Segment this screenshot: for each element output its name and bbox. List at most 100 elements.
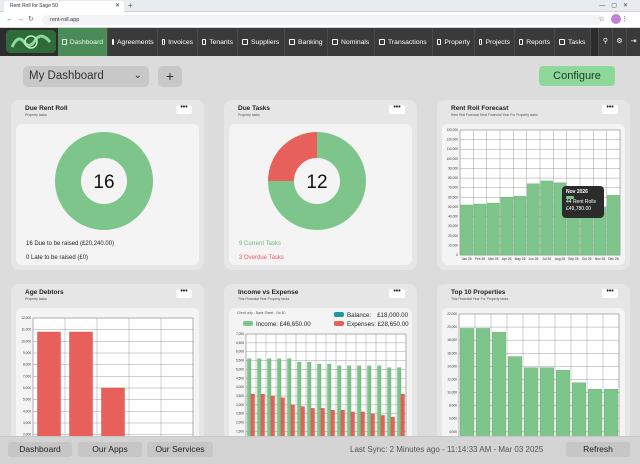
- chart-bar[interactable]: [513, 196, 527, 256]
- nav-item-agreements[interactable]: Agreements: [108, 28, 158, 56]
- search-icon[interactable]: ⚲: [598, 28, 612, 56]
- projects-icon: [479, 39, 483, 45]
- chart-bar[interactable]: [317, 363, 322, 444]
- star-icon[interactable]: ☆: [598, 16, 611, 23]
- more-options-button[interactable]: •••: [176, 288, 192, 298]
- more-options-button[interactable]: •••: [602, 104, 618, 114]
- chart-bar[interactable]: [523, 367, 538, 444]
- more-options-button[interactable]: •••: [389, 288, 405, 298]
- dashboard-selector[interactable]: My Dashboard ⌄: [23, 66, 149, 87]
- footer-our-services-button[interactable]: Our Services: [147, 442, 213, 457]
- chart-bar[interactable]: [367, 365, 372, 444]
- more-options-button[interactable]: •••: [389, 104, 405, 114]
- chart-bar[interactable]: [257, 358, 262, 444]
- chart-bar[interactable]: [400, 394, 405, 444]
- browser-tab[interactable]: Rent Roll for Sage 50 ✕: [4, 1, 124, 12]
- chart-bar[interactable]: [267, 358, 272, 444]
- transactions-icon: [379, 39, 385, 45]
- chart-bar[interactable]: [473, 203, 487, 256]
- chart-bar[interactable]: [607, 195, 620, 256]
- chart-bar[interactable]: [377, 365, 382, 444]
- y-tick-label: 60,000: [448, 195, 458, 199]
- chart-bar[interactable]: [270, 395, 275, 444]
- more-options-button[interactable]: •••: [176, 104, 192, 114]
- chart-note: Client only - Base Sheet - No £0: [237, 311, 286, 315]
- chart-bar[interactable]: [300, 406, 305, 444]
- chart-bar[interactable]: [571, 382, 586, 444]
- close-tab-icon[interactable]: ✕: [114, 3, 120, 9]
- chart-bar[interactable]: [540, 180, 553, 256]
- back-icon[interactable]: ←: [6, 16, 13, 23]
- chart-bar[interactable]: [555, 370, 570, 444]
- footer-dashboard-button[interactable]: Dashboard: [8, 442, 72, 457]
- nav-item-invoices[interactable]: Invoices: [158, 28, 198, 56]
- chart-bar[interactable]: [460, 204, 473, 256]
- chart-bar[interactable]: [69, 331, 93, 444]
- y-tick-label: 80,000: [448, 176, 458, 180]
- chart-bar[interactable]: [260, 394, 265, 444]
- chart-bar[interactable]: [487, 202, 500, 256]
- new-tab-icon[interactable]: +: [128, 1, 133, 10]
- url-field[interactable]: rent-roll.app: [42, 15, 602, 25]
- window-controls[interactable]: —▢✕: [599, 3, 634, 9]
- card-subtitle: This Financial Year For Property tasks: [451, 297, 509, 301]
- chart-bar[interactable]: [320, 408, 325, 444]
- chart-bar[interactable]: [277, 358, 282, 444]
- chart-bar[interactable]: [587, 389, 602, 444]
- chart-bar[interactable]: [340, 409, 345, 444]
- chart-bar[interactable]: [101, 387, 125, 444]
- refresh-button[interactable]: Refresh: [566, 442, 630, 457]
- chart-bar[interactable]: [247, 358, 252, 444]
- chart-bar[interactable]: [476, 328, 491, 444]
- chart-bar[interactable]: [370, 413, 375, 444]
- nav-item-transactions[interactable]: Transactions: [375, 28, 433, 56]
- chart-bar[interactable]: [250, 394, 255, 444]
- chart-bar[interactable]: [357, 365, 362, 444]
- chart-bar[interactable]: [360, 411, 365, 444]
- footer-our-apps-button[interactable]: Our Apps: [78, 442, 142, 457]
- chart-bar[interactable]: [460, 328, 475, 444]
- chart-bar[interactable]: [337, 365, 342, 444]
- chart-bar[interactable]: [500, 197, 513, 256]
- forward-icon[interactable]: →: [17, 16, 24, 23]
- nav-item-nominals[interactable]: Nominals: [328, 28, 375, 56]
- nav-item-tenants[interactable]: Tenants: [198, 28, 238, 56]
- chart-bar[interactable]: [327, 363, 332, 444]
- y-tick-label: 2,500: [236, 412, 244, 416]
- chart-bar[interactable]: [307, 362, 312, 444]
- chart-bar[interactable]: [603, 389, 618, 444]
- menu-icon[interactable]: ⋮: [621, 16, 634, 23]
- nav-item-property[interactable]: Property: [433, 28, 475, 56]
- x-tick-label: Mar 26: [488, 257, 498, 261]
- reload-icon[interactable]: ↻: [28, 16, 34, 23]
- chart-bar[interactable]: [37, 331, 61, 444]
- chart-bar[interactable]: [387, 367, 392, 444]
- chart-bar[interactable]: [492, 332, 507, 444]
- app-logo[interactable]: [6, 30, 56, 53]
- chart-bar[interactable]: [287, 358, 292, 444]
- nav-item-tasks[interactable]: Tasks: [555, 28, 591, 56]
- more-options-button[interactable]: •••: [602, 288, 618, 298]
- add-dashboard-button[interactable]: +: [158, 66, 182, 87]
- chart-bar[interactable]: [347, 365, 352, 444]
- chart-bar[interactable]: [297, 362, 302, 444]
- nav-item-projects[interactable]: Projects: [475, 28, 515, 56]
- chart-bar[interactable]: [330, 409, 335, 444]
- chart-bar[interactable]: [397, 367, 402, 444]
- nav-item-suppliers[interactable]: Suppliers: [238, 28, 285, 56]
- chart-bar[interactable]: [527, 183, 540, 256]
- settings-icon[interactable]: ⚙: [612, 28, 626, 56]
- chart-bar[interactable]: [507, 356, 522, 444]
- chart-bar[interactable]: [290, 404, 295, 444]
- configure-button[interactable]: Configure: [539, 66, 615, 86]
- y-tick-label: 9,000: [23, 351, 31, 355]
- nav-item-reports[interactable]: Reports: [515, 28, 555, 56]
- nav-item-banking[interactable]: Banking: [285, 28, 328, 56]
- nav-item-dashboard[interactable]: Dashboard: [58, 28, 108, 56]
- chart-bar[interactable]: [539, 367, 554, 444]
- chart-bar[interactable]: [310, 408, 315, 444]
- avatar[interactable]: [611, 14, 621, 25]
- chart-bar[interactable]: [280, 397, 285, 444]
- logout-icon[interactable]: ⇥: [626, 28, 640, 56]
- chart-bar[interactable]: [350, 411, 355, 444]
